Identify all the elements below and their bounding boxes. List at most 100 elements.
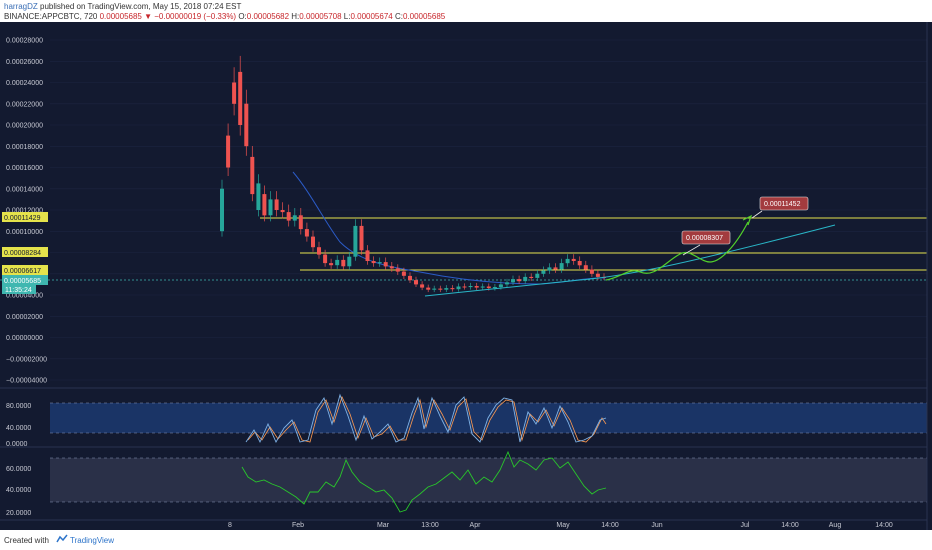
stoch-tick-80: 80.0000	[6, 403, 31, 410]
candle-down[interactable]	[577, 261, 582, 266]
candle-down[interactable]	[311, 236, 315, 248]
price-tick-label: 0.00020000	[6, 123, 43, 130]
target-1-tag[interactable]	[681, 230, 731, 245]
candle-down[interactable]	[262, 194, 267, 216]
time-tick-label: Feb	[292, 522, 304, 529]
candle-up[interactable]	[292, 215, 297, 221]
candle-down[interactable]	[474, 286, 479, 288]
candle-up[interactable]	[456, 286, 461, 290]
candle-down[interactable]	[226, 135, 231, 168]
candle-down[interactable]	[371, 261, 376, 264]
time-tick-label: 14:00	[875, 522, 893, 529]
time-tick-label: 14:00	[601, 522, 619, 529]
candle-up[interactable]	[220, 188, 224, 232]
candle-down[interactable]	[304, 229, 309, 237]
publish-info: harragDZ published on TradingView.com, M…	[4, 2, 241, 11]
chart-svg[interactable]: 0.00008307 0.00011452 0.00028000 0.000260…	[0, 22, 932, 530]
time-tick-label: Aug	[829, 522, 842, 529]
axis-tag-66-text: 0.00006617	[4, 268, 41, 275]
axis-tag-114	[2, 212, 48, 222]
candle-up[interactable]	[523, 276, 528, 282]
published-text: published on TradingView.com, May 15, 20…	[37, 2, 242, 11]
candle-down[interactable]	[414, 280, 418, 285]
time-tick-label: Jun	[651, 522, 662, 529]
candle-up[interactable]	[353, 225, 358, 257]
symbol-info: BINANCE:APPCBTC, 720 0.00005685 ▼ −0.000…	[4, 12, 445, 21]
candle-down[interactable]	[426, 287, 431, 290]
candle-down[interactable]	[529, 276, 534, 278]
candle-down[interactable]	[420, 284, 425, 288]
created-with-text: Created with	[4, 536, 49, 545]
candle-down[interactable]	[250, 156, 255, 195]
price-tick-label: 0.00012000	[6, 208, 43, 215]
time-axis[interactable]: 8 Feb Mar 13:00 Apr May 14:00 Jun Jul 14:00 Aug 14:…	[228, 522, 893, 529]
candle-up[interactable]	[377, 262, 382, 264]
close-label: C:	[394, 12, 403, 21]
candle-up[interactable]	[480, 286, 485, 288]
high-value: 0.00005708	[299, 12, 342, 21]
candle-down[interactable]	[365, 250, 370, 261]
candle-up[interactable]	[547, 267, 552, 271]
candle-up[interactable]	[505, 282, 509, 285]
candle-down[interactable]	[317, 247, 321, 255]
candle-down[interactable]	[298, 215, 303, 230]
tradingview-logo-icon	[56, 534, 68, 543]
candle-up[interactable]	[335, 259, 340, 266]
candle-up[interactable]	[268, 199, 273, 216]
candle-down[interactable]	[486, 286, 491, 289]
time-tick-label: May	[556, 522, 570, 529]
candle-down[interactable]	[323, 254, 328, 264]
candle-up[interactable]	[511, 279, 515, 283]
candle-down[interactable]	[238, 71, 243, 125]
trend-curve[interactable]	[424, 224, 836, 297]
price-tick-label: 0.00000000	[6, 335, 43, 342]
price-tick-label: 0.00010000	[6, 229, 43, 236]
candle-down[interactable]	[553, 267, 558, 270]
projection-path[interactable]	[605, 221, 749, 281]
candle-up[interactable]	[541, 270, 546, 274]
candle-down[interactable]	[595, 273, 600, 277]
price-tick-label: 0.00024000	[6, 80, 43, 87]
candle-up[interactable]	[535, 273, 540, 278]
candle-down[interactable]	[359, 225, 364, 251]
candle-down[interactable]	[286, 212, 291, 221]
rsi-tick-40: 40.0000	[6, 487, 31, 494]
candlesticks[interactable]	[220, 55, 606, 293]
candle-down[interactable]	[341, 259, 346, 267]
chart-area[interactable]: 0.00008307 0.00011452 0.00028000 0.000260…	[0, 22, 932, 530]
candle-down[interactable]	[517, 279, 522, 282]
candle-down[interactable]	[232, 82, 237, 104]
candle-down[interactable]	[383, 262, 388, 267]
target-2-text: 0.00011452	[764, 201, 801, 208]
candle-up[interactable]	[565, 258, 570, 264]
candle-up[interactable]	[559, 263, 564, 270]
stoch-k-line	[245, 393, 607, 444]
candle-down[interactable]	[438, 288, 443, 290]
candle-down[interactable]	[274, 199, 279, 210]
target-2-tag[interactable]	[759, 196, 809, 211]
candle-down[interactable]	[280, 210, 285, 213]
candle-down[interactable]	[571, 258, 576, 261]
candle-up[interactable]	[498, 284, 503, 288]
candle-down[interactable]	[329, 263, 334, 266]
axis-tag-time-text: 11:35:24	[5, 287, 32, 294]
candle-down[interactable]	[244, 103, 249, 147]
candle-up[interactable]	[468, 286, 473, 288]
candle-down[interactable]	[589, 269, 594, 274]
candle-up[interactable]	[256, 183, 261, 210]
candle-down[interactable]	[395, 268, 400, 272]
candle-down[interactable]	[408, 275, 412, 281]
author-name[interactable]: harragDZ	[4, 2, 38, 11]
candle-up[interactable]	[347, 256, 352, 267]
candle-down[interactable]	[462, 286, 467, 288]
candle-up[interactable]	[492, 287, 497, 289]
candle-down[interactable]	[401, 271, 406, 276]
candle-up[interactable]	[444, 288, 449, 290]
time-tick-label: Mar	[377, 522, 390, 529]
candle-down[interactable]	[389, 266, 394, 269]
candle-up[interactable]	[432, 288, 437, 290]
candle-down[interactable]	[583, 265, 588, 270]
candle-down[interactable]	[450, 288, 455, 290]
tradingview-brand[interactable]: TradingView	[70, 536, 115, 545]
axis-tag-66	[2, 265, 48, 275]
